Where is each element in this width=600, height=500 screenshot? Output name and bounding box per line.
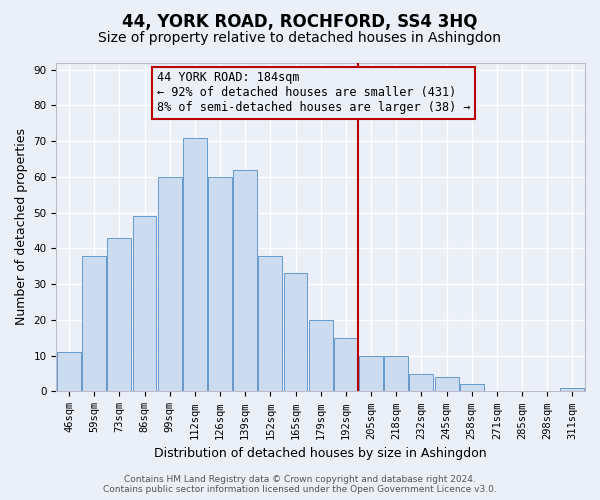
Bar [82, 256, 106, 392]
X-axis label: Distribution of detached houses by size in Ashingdon: Distribution of detached houses by size … [154, 447, 487, 460]
Bar [57, 352, 81, 392]
Text: Size of property relative to detached houses in Ashingdon: Size of property relative to detached ho… [98, 31, 502, 45]
Y-axis label: Number of detached properties: Number of detached properties [15, 128, 28, 326]
Bar [434, 377, 458, 392]
Bar [259, 256, 283, 392]
Bar [183, 138, 207, 392]
Bar [409, 374, 433, 392]
Text: 44 YORK ROAD: 184sqm
← 92% of detached houses are smaller (431)
8% of semi-detac: 44 YORK ROAD: 184sqm ← 92% of detached h… [157, 72, 470, 114]
Text: Contains HM Land Registry data © Crown copyright and database right 2024.
Contai: Contains HM Land Registry data © Crown c… [103, 474, 497, 494]
Bar [208, 177, 232, 392]
Text: 44, YORK ROAD, ROCHFORD, SS4 3HQ: 44, YORK ROAD, ROCHFORD, SS4 3HQ [122, 12, 478, 30]
Bar [158, 177, 182, 392]
Bar [233, 170, 257, 392]
Bar [359, 356, 383, 392]
Bar [284, 274, 307, 392]
Bar [334, 338, 358, 392]
Bar [133, 216, 157, 392]
Bar [107, 238, 131, 392]
Bar [384, 356, 408, 392]
Bar [460, 384, 484, 392]
Bar [309, 320, 332, 392]
Bar [560, 388, 584, 392]
